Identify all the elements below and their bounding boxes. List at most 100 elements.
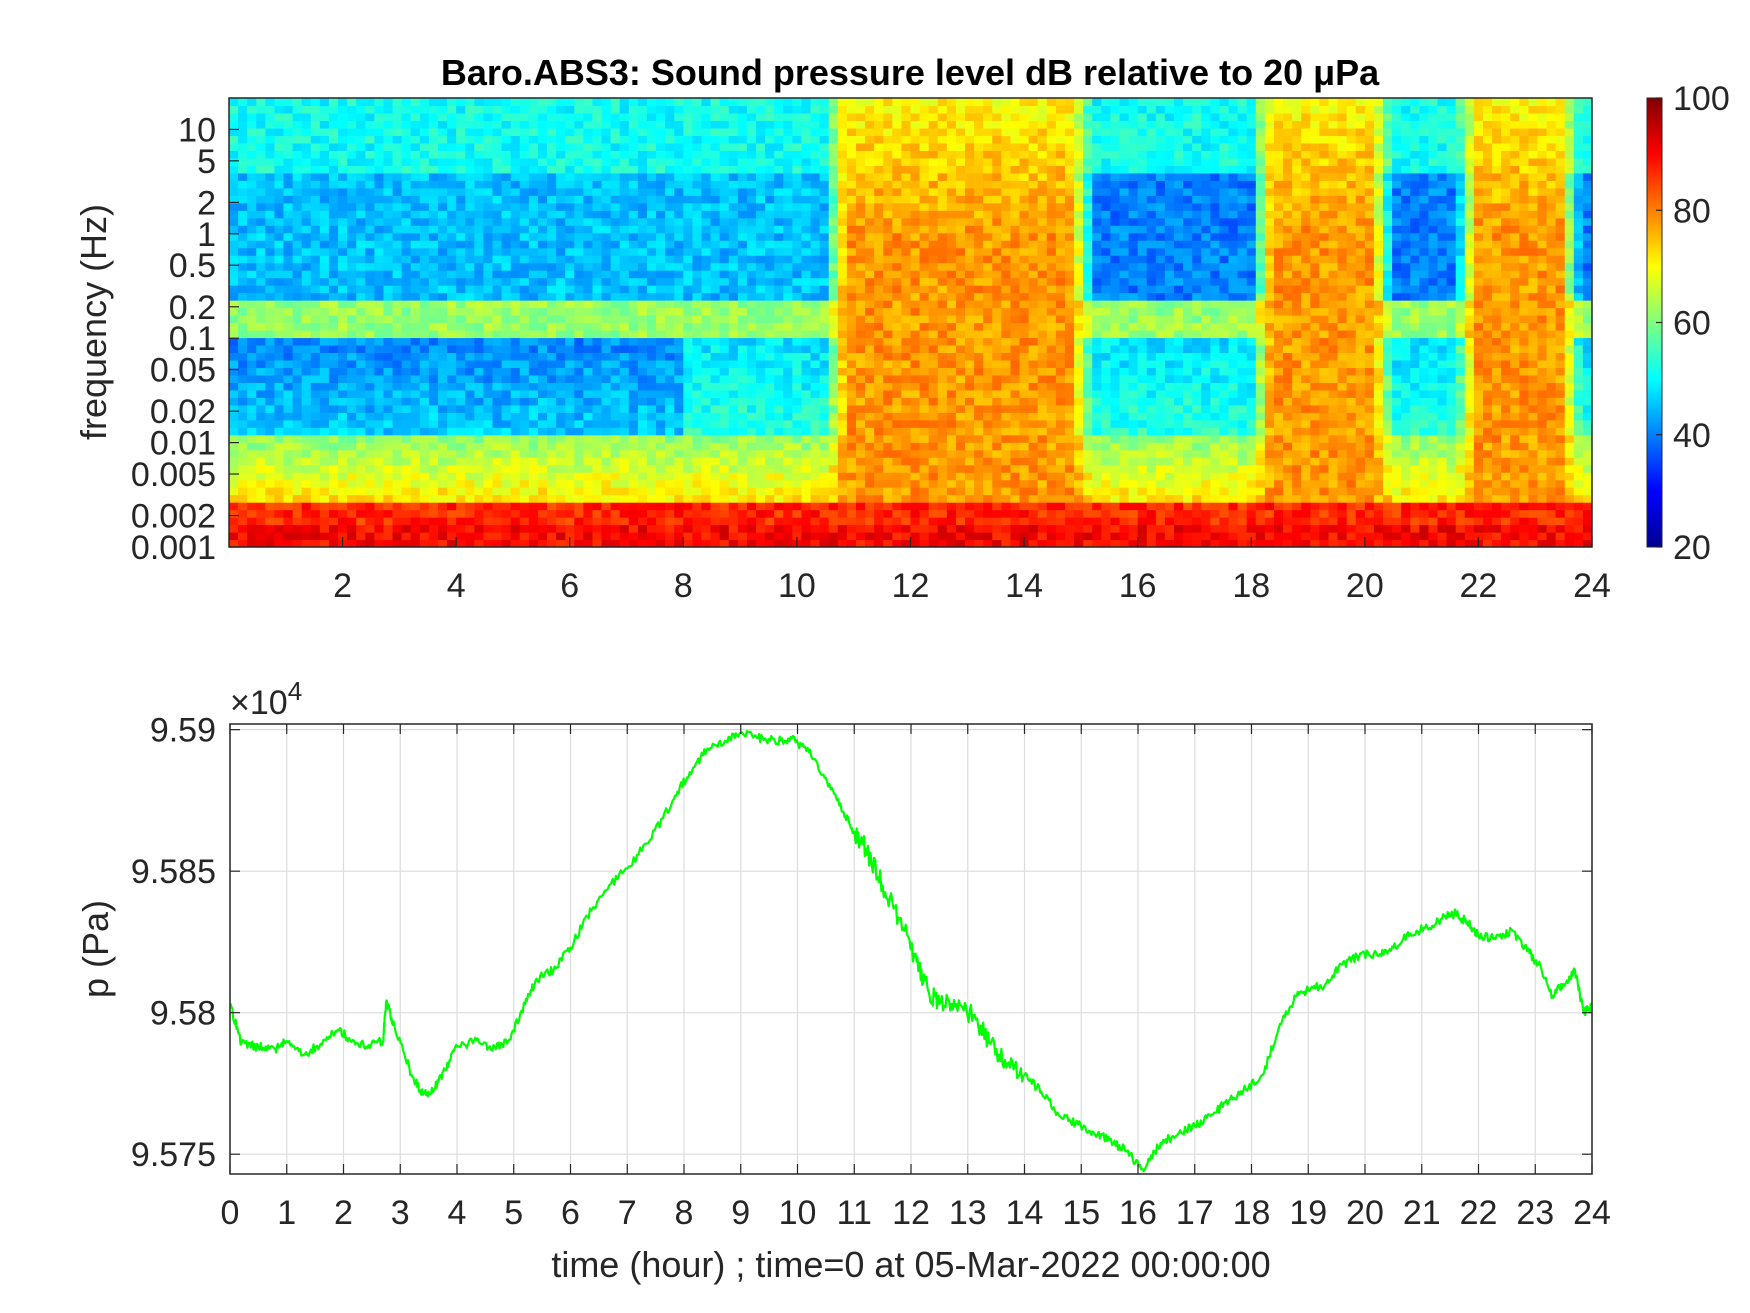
heatmap-cell — [547, 150, 557, 159]
heatmap-cell — [846, 389, 857, 398]
heatmap-cell — [401, 202, 412, 211]
heatmap-cell — [292, 98, 303, 107]
heatmap-cell — [547, 487, 557, 496]
heatmap-cell — [965, 524, 975, 533]
heatmap-cell — [274, 217, 285, 226]
heatmap-cell — [701, 457, 712, 466]
heatmap-cell — [692, 397, 703, 406]
heatmap-cell — [537, 165, 548, 174]
heatmap-cell — [837, 187, 848, 196]
heatmap-cell — [765, 270, 775, 279]
heatmap-cell — [274, 300, 285, 309]
heatmap-cell — [756, 300, 766, 309]
heatmap-cell — [792, 322, 803, 331]
heatmap-cell — [383, 389, 394, 398]
heatmap-cell — [846, 532, 857, 541]
heatmap-cell — [874, 225, 884, 234]
heatmap-cell — [965, 532, 975, 541]
heatmap-cell — [356, 487, 366, 496]
heatmap-cell — [256, 397, 266, 406]
heatmap-cell — [628, 150, 639, 159]
heatmap-cell — [519, 329, 530, 339]
heatmap-cell — [965, 120, 975, 129]
heatmap-cell — [792, 412, 803, 421]
heatmap-cell — [919, 165, 930, 174]
heatmap-cell — [656, 292, 666, 301]
heatmap-cell — [746, 307, 757, 316]
heatmap-cell — [283, 367, 294, 376]
heatmap-cell — [692, 457, 703, 466]
heatmap-cell — [338, 285, 348, 294]
heatmap-cell — [937, 157, 948, 166]
heatmap-cell — [710, 352, 721, 361]
heatmap-cell — [974, 532, 984, 541]
heatmap-cell — [946, 367, 957, 376]
heatmap-cell — [683, 487, 694, 496]
heatmap-cell — [828, 240, 839, 249]
heatmap-cell — [801, 270, 812, 279]
heatmap-cell — [583, 150, 594, 159]
heatmap-cell — [656, 487, 666, 496]
heatmap-cell — [437, 524, 448, 533]
heatmap-cell — [937, 180, 948, 189]
heatmap-cell — [674, 344, 684, 354]
heatmap-cell — [519, 270, 530, 279]
heatmap-cell — [537, 142, 548, 151]
heatmap-cell — [247, 397, 257, 406]
heatmap-cell — [601, 157, 612, 166]
heatmap-cell — [801, 217, 812, 226]
heatmap-cell — [492, 300, 503, 309]
heatmap-cell — [674, 105, 684, 114]
heatmap-cell — [792, 105, 803, 114]
heatmap-cell — [274, 337, 285, 346]
heatmap-cell — [801, 397, 812, 406]
heatmap-cell — [683, 352, 694, 361]
heatmap-cell — [229, 98, 239, 107]
heatmap-cell — [274, 262, 285, 271]
heatmap-cell — [465, 120, 475, 129]
heatmap-cell — [410, 247, 421, 256]
heatmap-cell — [774, 397, 784, 406]
heatmap-cell — [310, 315, 321, 324]
heatmap-cell — [901, 165, 912, 174]
heatmap-cell — [601, 292, 612, 301]
heatmap-cell — [701, 434, 712, 443]
heatmap-cell — [565, 367, 575, 376]
heatmap-cell — [319, 270, 330, 279]
heatmap-cell — [456, 112, 466, 122]
heatmap-cell — [465, 464, 475, 473]
heatmap-cell — [474, 142, 485, 151]
heatmap-cell — [501, 337, 512, 346]
heatmap-cell — [383, 195, 394, 204]
heatmap-cell — [946, 449, 957, 458]
heatmap-cell — [565, 419, 575, 428]
heatmap-cell — [583, 135, 594, 144]
heatmap-cell — [783, 225, 793, 234]
heatmap-cell — [492, 337, 503, 346]
heatmap-cell — [874, 127, 884, 137]
heatmap-cell — [392, 404, 403, 413]
heatmap-cell — [401, 434, 412, 443]
heatmap-cell — [955, 112, 966, 122]
heatmap-cell — [428, 337, 439, 346]
heatmap-cell — [374, 255, 385, 264]
heatmap-cell — [428, 270, 439, 279]
heatmap-cell — [592, 210, 603, 219]
heatmap-cell — [274, 315, 285, 324]
heatmap-cell — [946, 442, 957, 451]
heatmap-cell — [801, 382, 812, 391]
heatmap-cell — [383, 277, 394, 286]
heatmap-cell — [256, 277, 266, 286]
heatmap-cell — [419, 157, 430, 166]
heatmap-cell — [537, 434, 548, 443]
heatmap-cell — [247, 509, 257, 518]
heatmap-cell — [692, 322, 703, 331]
heatmap-cell — [810, 509, 821, 518]
heatmap-cell — [229, 487, 239, 496]
heatmap-cell — [328, 157, 339, 166]
heatmap-cell — [846, 374, 857, 383]
heatmap-cell — [247, 427, 257, 436]
heatmap-cell — [501, 329, 512, 339]
heatmap-cell — [565, 329, 575, 339]
heatmap-cell — [601, 98, 612, 107]
